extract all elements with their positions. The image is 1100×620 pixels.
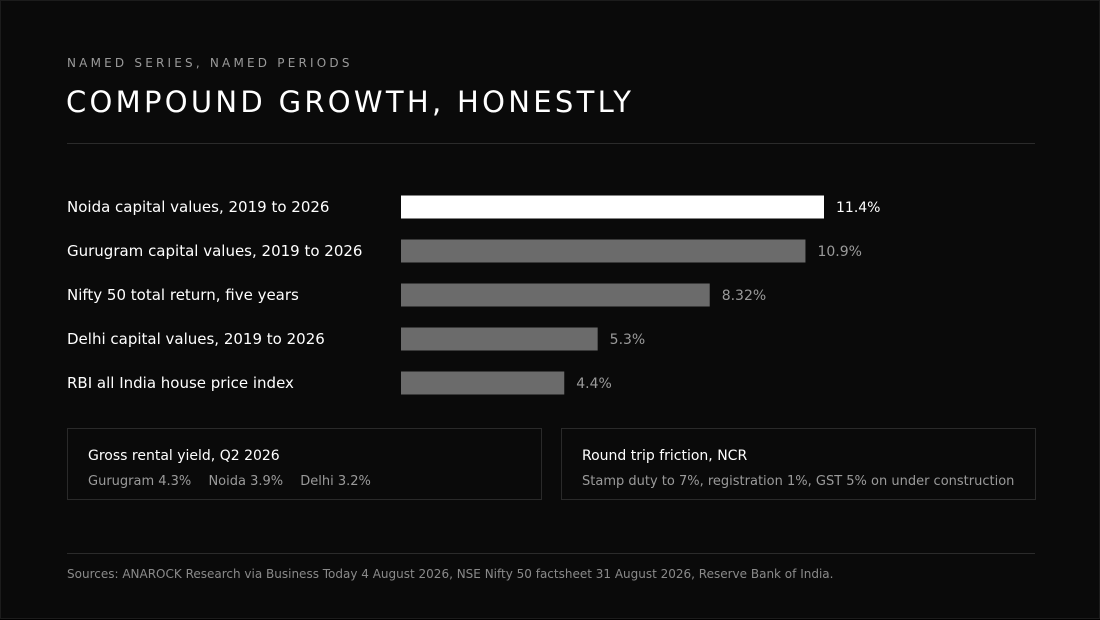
rental-yield-values: Gurugram 4.3% Noida 3.9% Delhi 3.2% xyxy=(88,474,384,489)
category-label: Delhi capital values, 2019 to 2026 xyxy=(67,330,325,348)
yield-noida: Noida 3.9% xyxy=(208,474,284,489)
bar xyxy=(401,327,598,351)
title-divider xyxy=(67,143,1035,144)
round-trip-friction-card: Round trip friction, NCR Stamp duty to 7… xyxy=(561,428,1036,500)
value-label: 5.3% xyxy=(610,332,646,348)
category-label: Nifty 50 total return, five years xyxy=(67,286,299,304)
bar xyxy=(401,371,565,395)
sources-note: Sources: ANAROCK Research via Business T… xyxy=(67,567,834,581)
eyebrow-label: NAMED SERIES, NAMED PERIODS xyxy=(67,56,353,70)
yield-gurugram: Gurugram 4.3% xyxy=(88,474,192,489)
rental-yield-card: Gross rental yield, Q2 2026 Gurugram 4.3… xyxy=(67,428,542,500)
yield-delhi: Delhi 3.2% xyxy=(300,474,371,489)
value-label: 8.32% xyxy=(722,288,766,304)
round-trip-friction-title: Round trip friction, NCR xyxy=(582,448,748,464)
category-label: Gurugram capital values, 2019 to 2026 xyxy=(67,242,362,260)
rental-yield-title: Gross rental yield, Q2 2026 xyxy=(88,448,280,464)
category-label: RBI all India house price index xyxy=(67,374,294,392)
bar xyxy=(401,195,824,219)
bar xyxy=(401,239,806,263)
value-label: 11.4% xyxy=(836,200,880,216)
value-label: 4.4% xyxy=(576,376,612,392)
round-trip-friction-body: Stamp duty to 7%, registration 1%, GST 5… xyxy=(582,474,1015,489)
bar xyxy=(401,283,710,307)
footer-divider xyxy=(67,553,1035,554)
value-label: 10.9% xyxy=(817,244,861,260)
category-label: Noida capital values, 2019 to 2026 xyxy=(67,198,329,216)
page-title: COMPOUND GROWTH, HONESTLY xyxy=(66,85,635,119)
